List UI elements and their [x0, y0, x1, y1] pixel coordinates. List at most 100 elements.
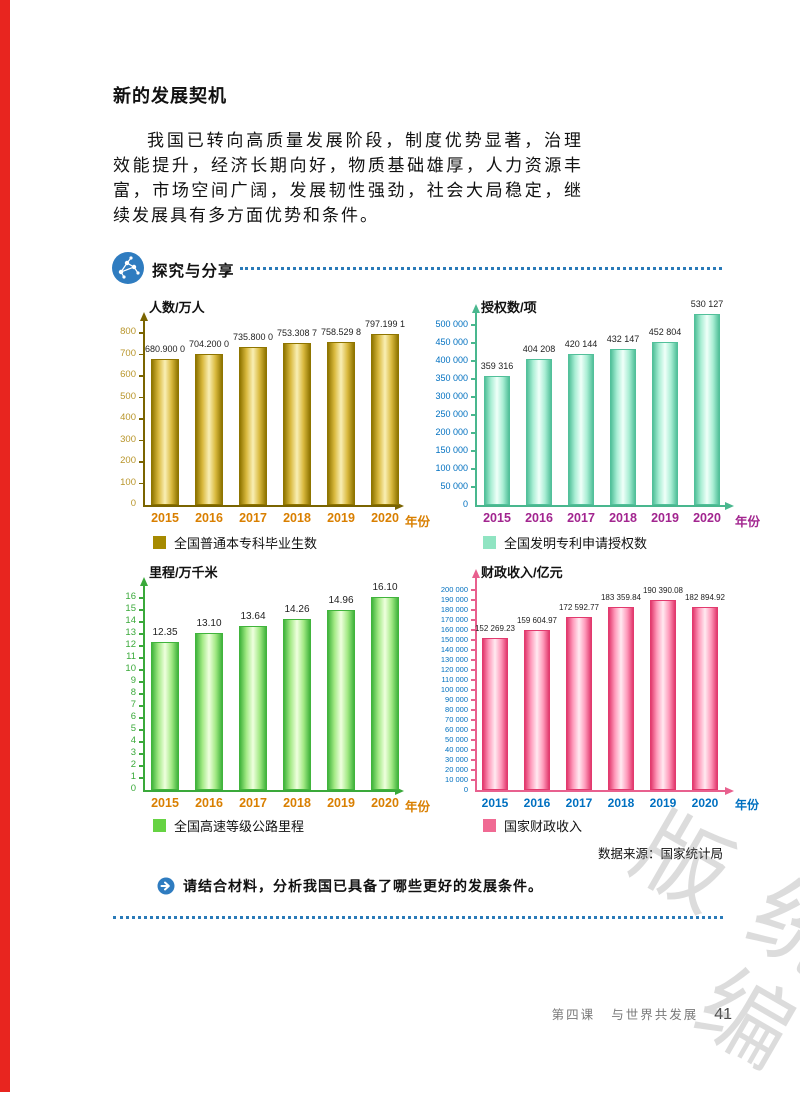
y-tick-label: 300 000 — [435, 390, 468, 401]
y-tick — [139, 777, 143, 779]
y-tick — [471, 629, 475, 631]
legend-label: 全国发明专利申请授权数 — [504, 536, 648, 551]
y-tick-label: 1 — [130, 771, 136, 783]
bar-value-label: 420 144 — [564, 338, 598, 349]
bar-value-label: 680.900 0 — [144, 343, 186, 354]
y-tick — [471, 609, 475, 611]
y-tick-label: 700 — [120, 347, 136, 359]
y-tick-label: 600 — [120, 369, 136, 381]
y-tick — [471, 468, 475, 470]
y-tick-label: 100 000 — [435, 462, 468, 473]
y-tick-label: 100 — [120, 476, 136, 488]
y-tick-label: 160 000 — [440, 624, 468, 634]
y-tick-label: 170 000 — [440, 614, 468, 624]
bar-value-label: 432 147 — [606, 334, 640, 345]
y-tick — [139, 375, 143, 377]
y-tick — [471, 759, 475, 761]
y-tick — [471, 396, 475, 398]
bar-value-label: 152 269.23 — [474, 623, 516, 633]
x-tick-label: 2020 — [691, 796, 719, 810]
x-tick-label: 2015 — [151, 511, 179, 525]
bar — [283, 618, 311, 790]
bar — [568, 353, 594, 505]
y-tick-label: 90 000 — [445, 694, 468, 704]
y-tick — [471, 450, 475, 452]
x-tick-label: 2020 — [371, 511, 399, 525]
y-tick — [471, 414, 475, 416]
bar — [524, 630, 550, 790]
bar — [608, 606, 634, 790]
bar-value-label: 14.26 — [284, 603, 310, 615]
bar-value-label: 530 127 — [690, 299, 724, 310]
footer-lesson-title: 与世界共发展 — [611, 1008, 699, 1022]
y-tick — [471, 639, 475, 641]
question-text: 请结合材料，分析我国已具备了哪些更好的发展条件。 — [183, 878, 543, 894]
y-tick — [471, 342, 475, 344]
x-tick-label: 2017 — [239, 796, 267, 810]
y-tick-label: 400 000 — [435, 354, 468, 365]
y-axis — [475, 578, 477, 790]
y-tick-label: 5 — [130, 723, 136, 735]
chart-college-graduates: 人数/万人 0 100 200 300 400 500 600 700 800 680.900 0 2… — [113, 293, 430, 561]
y-tick — [139, 439, 143, 441]
y-tick-label: 30 000 — [445, 754, 468, 764]
legend: 全国普通本专科毕业生数 — [153, 533, 317, 552]
bar — [195, 353, 223, 505]
legend-swatch — [153, 536, 166, 549]
y-tick-label: 800 — [120, 326, 136, 338]
y-tick-label: 300 — [120, 433, 136, 445]
y-tick — [139, 621, 143, 623]
y-tick-label: 0 — [463, 784, 468, 794]
data-source-note: 数据来源：国家统计局 — [597, 847, 723, 861]
y-tick-label: 200 000 — [435, 426, 468, 437]
y-tick-label: 500 000 — [435, 318, 468, 329]
y-tick-label: 500 — [120, 390, 136, 402]
y-axis-label: 财政收入/亿元 — [481, 565, 563, 580]
bar — [482, 637, 508, 790]
y-tick-label: 150 000 — [435, 444, 468, 455]
y-tick — [139, 753, 143, 755]
bottom-dotted-divider — [113, 916, 723, 919]
x-tick-label: 2020 — [693, 511, 721, 525]
y-tick-label: 0 — [462, 498, 468, 509]
bar-value-label: 735.800 0 — [232, 331, 274, 342]
y-tick-label: 70 000 — [445, 714, 468, 724]
y-axis-arrow — [472, 304, 480, 313]
y-tick — [139, 681, 143, 683]
x-axis-label: 年份 — [405, 515, 431, 529]
bar — [239, 626, 267, 790]
y-tick-label: 130 000 — [440, 654, 468, 664]
y-tick-label: 100 000 — [440, 684, 468, 694]
x-axis — [143, 505, 395, 507]
legend-swatch — [483, 819, 496, 832]
x-axis-label: 年份 — [405, 800, 431, 814]
bar — [526, 359, 552, 505]
y-tick-label: 4 — [130, 735, 136, 747]
bar — [283, 343, 311, 505]
x-tick-label: 2015 — [481, 796, 509, 810]
bar — [151, 641, 179, 790]
bar-value-label: 182 894.92 — [684, 593, 726, 603]
y-axis-label: 人数/万人 — [149, 300, 205, 315]
y-axis-arrow — [140, 577, 148, 586]
x-tick-label: 2018 — [283, 511, 311, 525]
x-tick-label: 2018 — [283, 796, 311, 810]
y-tick-label: 350 000 — [435, 372, 468, 383]
x-tick-label: 2018 — [609, 511, 637, 525]
y-tick — [471, 699, 475, 701]
y-tick — [471, 749, 475, 751]
y-tick-label: 450 000 — [435, 336, 468, 347]
bar-value-label: 172 592.77 — [558, 603, 600, 613]
x-tick-label: 2016 — [195, 796, 223, 810]
y-tick-label: 120 000 — [440, 664, 468, 674]
y-tick — [471, 709, 475, 711]
y-axis-label: 里程/万千米 — [149, 565, 218, 580]
x-tick-label: 2016 — [523, 796, 551, 810]
chart-fiscal-revenue: 财政收入/亿元 0 10 000 20 000 30 000 40 000 50 000 60… — [423, 558, 759, 840]
y-tick — [471, 378, 475, 380]
y-tick-label: 80 000 — [445, 704, 468, 714]
y-tick-label: 11 — [126, 651, 136, 663]
x-tick-label: 2016 — [525, 511, 553, 525]
question-arrow-icon — [157, 877, 175, 895]
y-tick — [139, 645, 143, 647]
